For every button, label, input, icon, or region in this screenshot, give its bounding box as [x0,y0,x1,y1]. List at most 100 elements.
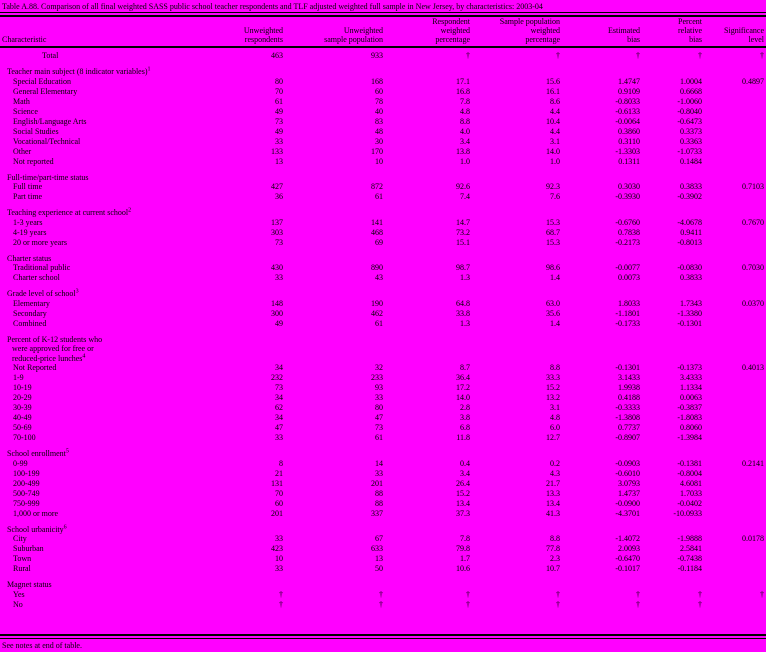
section-0-row-8-value-5: 0.1484 [680,156,702,166]
row-label: Not reported [13,156,54,166]
row-label: 70-100 [13,433,36,442]
col-header-1: Unweighted sample population [285,17,385,48]
section-heading-superscript: 2 [128,207,132,214]
row-label: Full time [13,182,43,191]
section-5-row-6-value-5: 0.8060 [680,423,702,432]
section-2-row-0-value-6: 0.7670 [742,217,764,227]
table-row: Not reported 13 10 1.0 1.0 0.1311 0.1484 [0,157,766,167]
section-5-row-3-value-0: 34 [275,393,283,402]
section-6-row-0-value-0: 8 [279,458,283,468]
section-heading: School urbanicity6 [0,519,766,535]
section-0-row-0-value-3: 15.6 [546,76,560,86]
section-0-row-0-value-4: 1.4747 [618,76,640,86]
row-label: 30-39 [13,403,32,412]
section-5-row-4-value-2: 2.8 [460,403,470,412]
section-heading-row: Charter status [0,248,766,264]
table-row: 4-19 years 303 468 73.2 68.7 0.7838 0.9411 [0,228,766,238]
total-label: Total [42,51,59,60]
section-8-row-0-value-2: † [466,589,470,599]
row-label: 100-199 [13,468,40,478]
section-5-row-1-value-0: 232 [271,373,283,382]
section-1-row-0-value-4: 0.3030 [618,182,640,191]
section-1-row-1-value-5: -0.3902 [677,192,702,201]
section-heading: Teacher main subject (8 indicator variab… [0,61,766,77]
section-heading-superscript: 4 [82,352,86,359]
section-7-row-2-value-0: 10 [275,554,283,563]
table-row: Vocational/Technical 33 30 3.4 3.1 0.3110 0.33… [0,137,766,147]
section-0-row-4-value-6 [704,117,766,127]
section-5-row-3-value-3: 13.2 [546,393,560,402]
section-heading-text: Full-time/part-time status [7,172,89,182]
section-3-row-0-value-4: -0.0077 [615,263,640,272]
section-5-row-7-value-4: -0.8907 [615,433,640,442]
section-3-row-1-value-2: 1.3 [460,273,470,282]
section-0-row-6-value-4: 0.3110 [618,136,640,146]
section-8-row-1-value-5: † [698,599,702,609]
row-label: 1-3 years [13,217,43,227]
table-row: 750-999 60 88 13.4 13.4 -0.0900 -0.0402 [0,499,766,509]
section-8-row-0-value-4: † [636,589,640,599]
section-1-row-0-value-1: 872 [371,182,383,191]
section-1-row-1-value-6 [704,192,766,202]
section-0-row-2-value-5: -1.0060 [677,96,702,106]
section-2-row-0-value-3: 15.3 [546,217,560,227]
section-4-row-0-value-4: 1.8033 [618,298,640,308]
table-row: 500-749 70 88 15.2 13.3 1.4737 1.7033 [0,489,766,499]
section-0-row-7-value-5: -1.0733 [677,146,702,156]
section-4-row-1-value-6 [704,309,766,319]
section-5-row-4-value-4: -0.3333 [615,403,640,412]
col-header-3: Sample population weighted percentage [472,17,562,48]
section-heading: Magnet status [0,574,766,590]
section-0-row-8-value-0: 13 [275,156,283,166]
section-5-row-6-value-6 [704,423,766,433]
section-heading-superscript: 6 [63,523,67,530]
col-header-4: Estimated bias [562,17,642,48]
section-5-row-7-value-5: -1.3984 [677,433,702,442]
row-label: Rural [13,564,31,573]
section-5-row-2-value-0: 73 [275,383,283,392]
section-0-row-0-value-2: 17.1 [456,76,470,86]
section-heading-row: School urbanicity6 [0,519,766,535]
section-3-row-1-value-4: 0.0073 [618,273,640,282]
section-5-row-5-value-0: 34 [275,413,283,422]
section-5-row-5-value-1: 47 [375,413,383,422]
section-0-row-5-value-1: 48 [375,126,383,136]
table-row: 70-100 33 61 11.8 12.7 -0.8907 -1.3984 [0,433,766,443]
bottom-rule [0,634,766,639]
section-heading-text: Charter status [7,253,52,263]
section-6-row-2-value-0: 131 [271,478,283,488]
section-3-row-1-value-5: 0.3833 [680,273,702,282]
section-7-row-1-value-3: 77.8 [546,544,560,553]
section-6-row-1-value-0: 21 [275,468,283,478]
section-6-row-2-value-1: 201 [371,478,383,488]
section-7-row-3-value-2: 10.6 [456,564,470,573]
section-0-row-6-value-0: 33 [275,136,283,146]
section-7-row-3-value-3: 10.7 [546,564,560,573]
section-4-row-2-value-5: -0.1301 [677,318,702,328]
section-5-row-0-value-5: -0.1373 [677,363,702,372]
table-row: Other 133 170 13.8 14.0 -1.3303 -1.0733 [0,147,766,157]
section-6-row-5-value-3: 41.3 [546,508,560,518]
section-7-row-2-value-5: -0.7438 [677,554,702,563]
section-6-row-5-value-1: 337 [371,508,383,518]
row-label: 4-19 years [13,227,47,237]
section-6-row-0-value-5: -0.1381 [677,458,702,468]
section-heading-superscript: 1 [147,66,151,73]
col-header-5: Percent relative bias [642,17,704,48]
section-6-row-4-value-5: -0.0402 [677,498,702,508]
row-label: 10-19 [13,383,32,392]
section-0-row-7-value-2: 13.8 [456,146,470,156]
table-row: City 33 67 7.8 8.8 -1.4072 -1.9888 0.0178 [0,534,766,544]
section-6-row-1-value-2: 3.4 [460,468,470,478]
section-6-row-0-value-4: -0.0903 [615,458,640,468]
section-heading: School enrollment5 [0,443,766,459]
row-label: 40-49 [13,413,32,422]
section-7-row-0-value-5: -1.9888 [677,534,702,543]
section-5-row-0-value-4: -0.1301 [615,363,640,372]
section-2-row-1-value-1: 468 [371,227,383,237]
table-row: 50-69 47 73 6.8 6.0 0.7737 0.8060 [0,423,766,433]
section-6-row-4-value-4: -0.0900 [615,498,640,508]
section-0-row-4-value-4: -0.0064 [615,116,640,126]
section-6-row-0-value-3: 0.2 [550,458,560,468]
section-0-row-1-value-2: 16.8 [456,86,470,96]
